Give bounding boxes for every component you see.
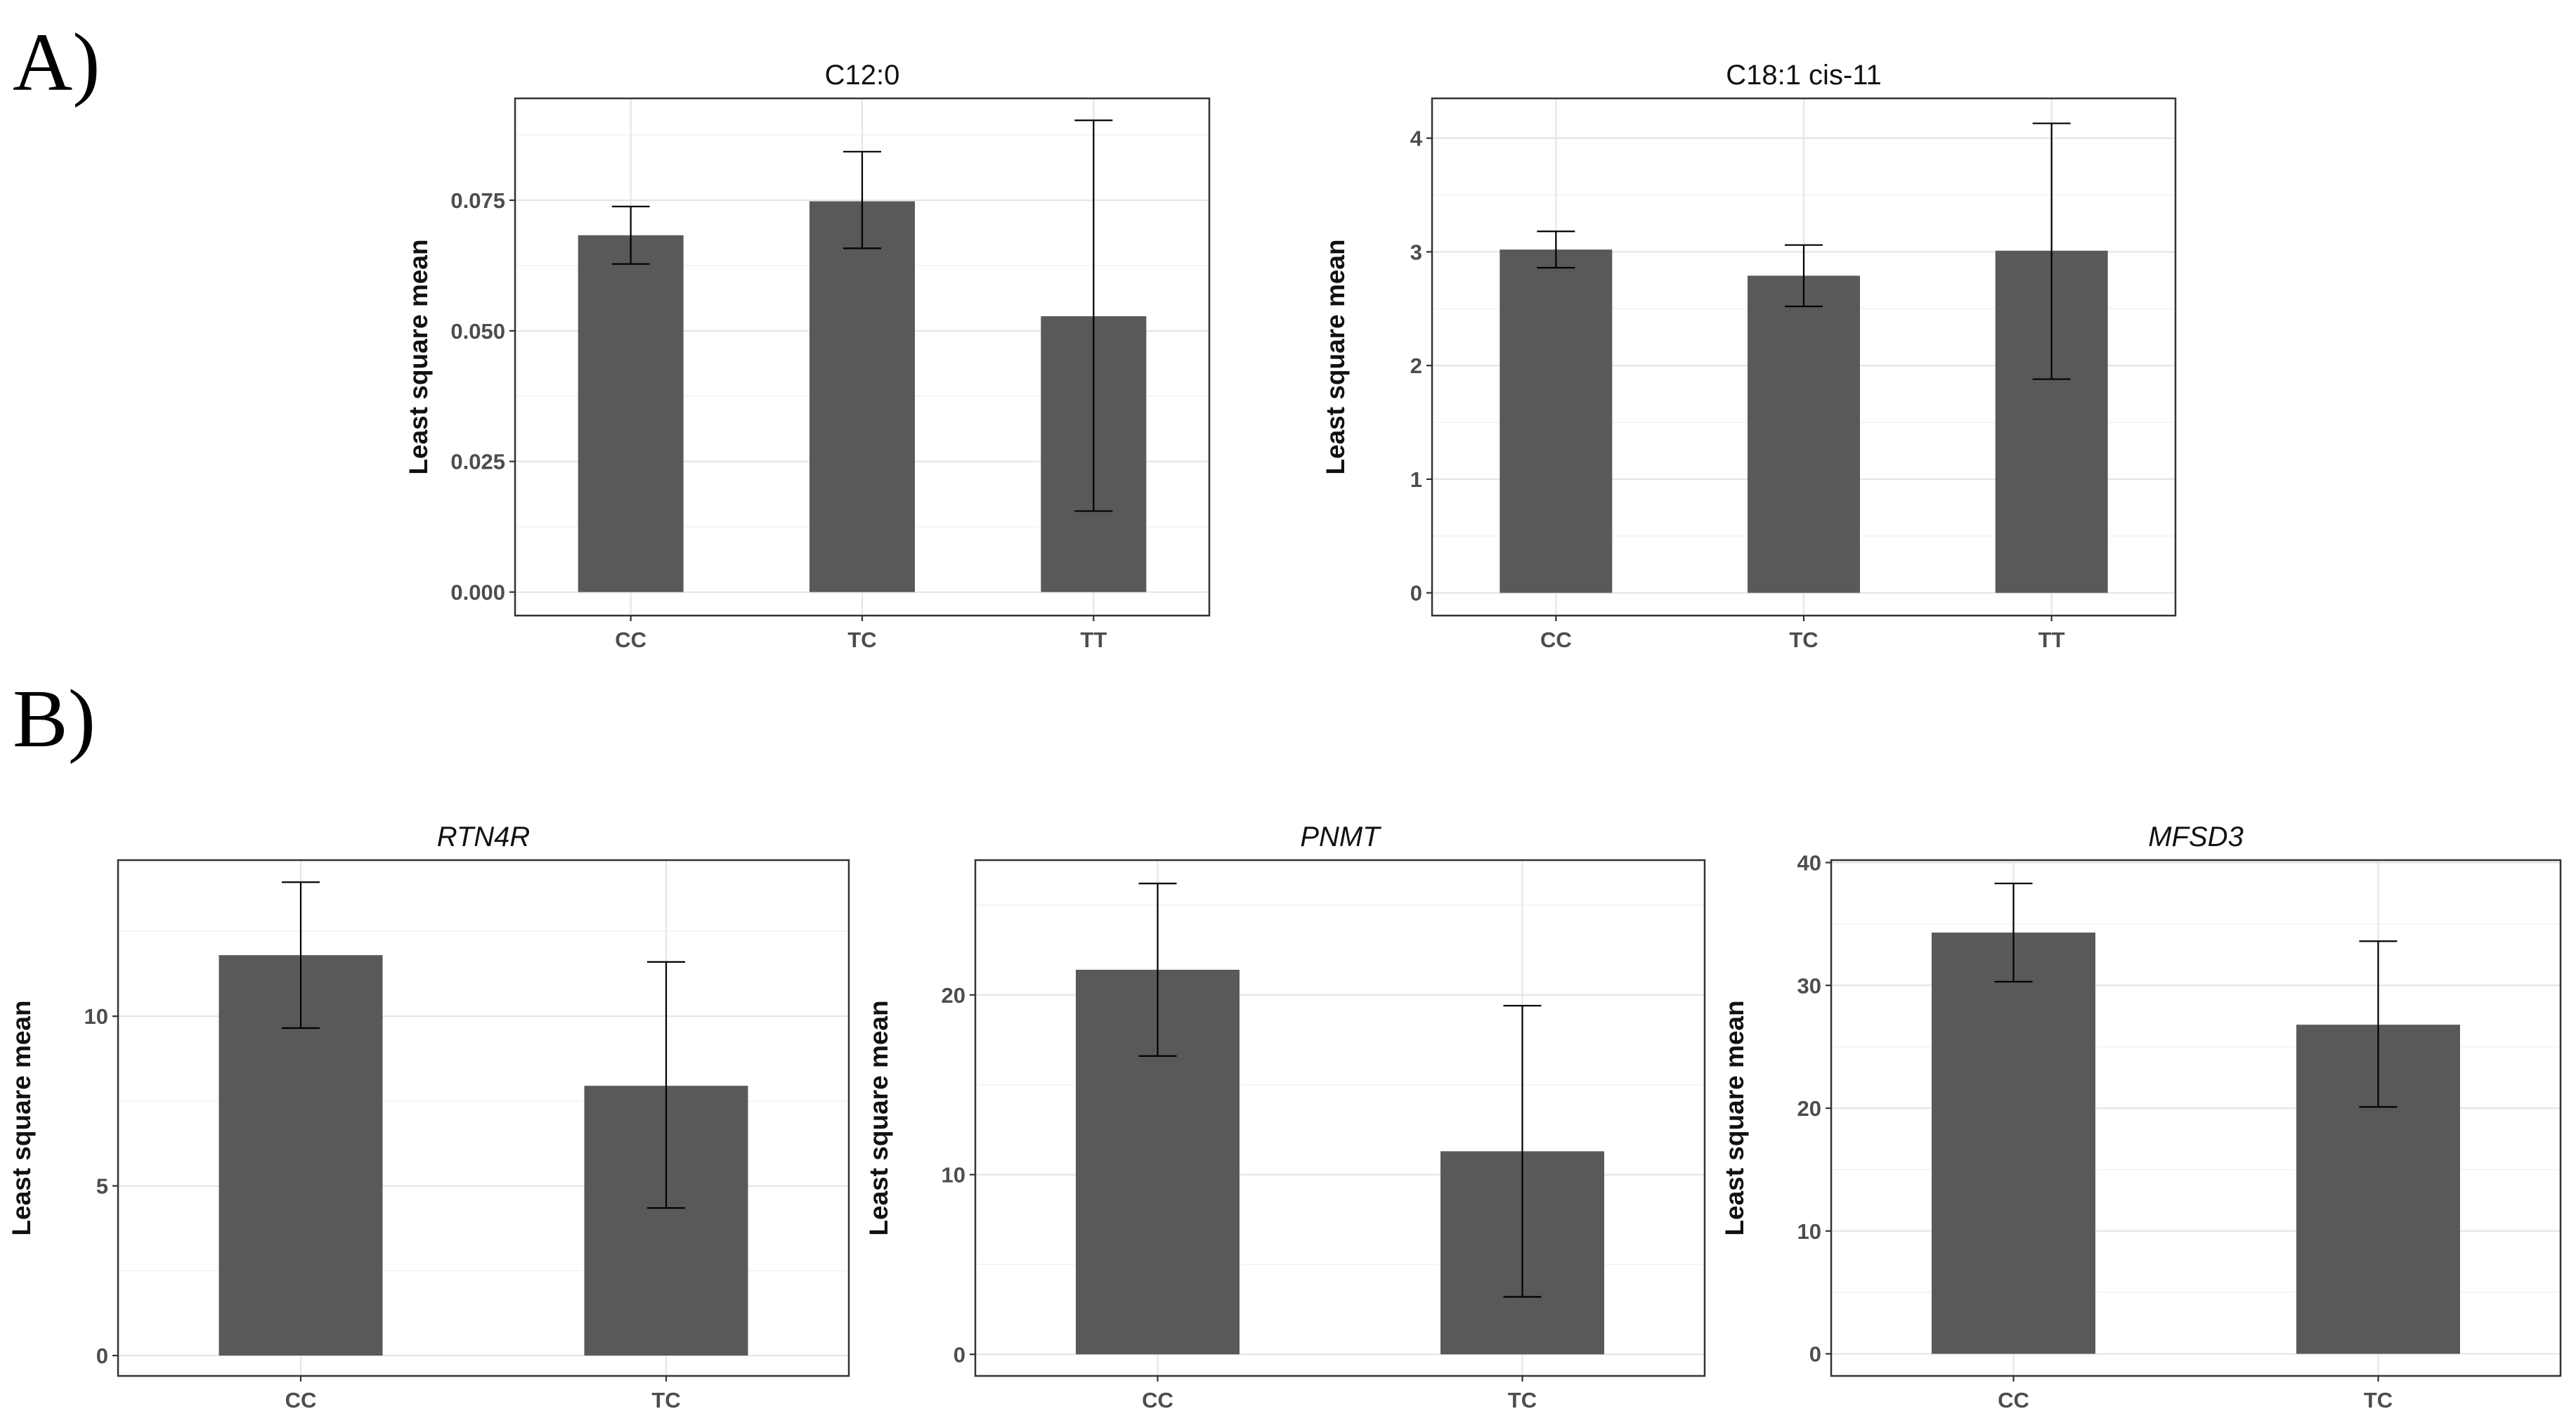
y-tick-label: 10 [942, 1163, 965, 1188]
panel-label-a: A) [13, 16, 100, 108]
x-tick-label: CC [1998, 1388, 2029, 1412]
x-tick-label: CC [1540, 628, 1572, 652]
chart-3: 0 5 10 CC TC RTN4R Least square mean [7, 821, 850, 1412]
plot-frame [974, 859, 1706, 1377]
chart-1: 0.000 0.025 0.050 0.075 CC TC TT C12:0 Least squ… [404, 60, 1211, 652]
error-bar-tc [2359, 940, 2398, 1108]
bar-cc [1932, 933, 2095, 1354]
x-tick-label: TC [847, 628, 876, 652]
error-bar-tt [2032, 122, 2071, 380]
error-bar-tc [1503, 1005, 1542, 1298]
bar-tc [1748, 275, 1860, 593]
y-axis-label: Least square mean [404, 239, 433, 474]
bar-cc [1500, 249, 1613, 593]
y-tick-label: 10 [84, 1004, 108, 1029]
y-tick-label: 0.000 [450, 580, 505, 605]
y-tick-label: 0.075 [450, 188, 505, 213]
x-tick-label: CC [1142, 1388, 1173, 1412]
y-tick-label: 4 [1410, 126, 1423, 151]
bar-tc [809, 201, 915, 592]
error-bar-cc [1537, 230, 1575, 269]
chart-title: MFSD3 [2148, 821, 2244, 852]
bar-cc [578, 235, 684, 592]
y-tick-label: 30 [1797, 973, 1821, 998]
y-tick-label: 40 [1797, 850, 1821, 875]
error-bar-tt [1074, 119, 1113, 512]
x-tick-label: TT [1080, 628, 1107, 652]
chart-title: C12:0 [825, 60, 900, 91]
error-bar-tc [843, 150, 881, 249]
y-tick-label: 10 [1797, 1219, 1821, 1244]
y-tick-label: 0.050 [450, 319, 505, 344]
y-tick-label: 0 [1809, 1342, 1821, 1367]
x-tick-label: TC [2364, 1388, 2393, 1412]
x-tick-label: CC [615, 628, 646, 652]
y-tick-label: 20 [942, 983, 965, 1008]
y-tick-label: 0 [96, 1344, 108, 1368]
chart-5: 0 10 20 30 40 CC TC MFSD3 Least square mean [1720, 821, 2562, 1412]
plot-frame [117, 859, 850, 1377]
error-bar-tc [1785, 244, 1823, 308]
y-tick-label: 0 [954, 1342, 965, 1367]
error-bar-cc [282, 881, 320, 1029]
x-tick-label: CC [285, 1388, 317, 1412]
error-bar-tc [647, 961, 685, 1209]
x-tick-label: TC [1508, 1388, 1537, 1412]
y-tick-label: 3 [1410, 240, 1422, 264]
x-tick-label: TC [1789, 628, 1818, 652]
y-tick-label: 0 [1410, 581, 1422, 606]
y-axis-label: Least square mean [7, 1000, 36, 1235]
chart-title: PNMT [1300, 821, 1381, 852]
y-axis-label: Least square mean [864, 1000, 893, 1235]
plot-frame [1830, 859, 2562, 1377]
error-bar-cc [611, 205, 650, 265]
y-tick-label: 0.025 [450, 450, 505, 474]
x-tick-label: TT [2038, 628, 2065, 652]
x-tick-label: TC [651, 1388, 680, 1412]
chart-4: 0 10 20 CC TC PNMT Least square mean [864, 821, 1706, 1412]
y-axis-label: Least square mean [1321, 239, 1350, 474]
charts: 0.000 0.025 0.050 0.075 CC TC TT C12:0 Least squ… [7, 60, 2562, 1412]
panel-label-b: B) [13, 672, 96, 765]
y-tick-label: 2 [1410, 353, 1422, 378]
y-tick-label: 20 [1797, 1096, 1821, 1121]
error-bar-cc [1994, 883, 2033, 983]
chart-title: RTN4R [437, 821, 531, 852]
error-bar-cc [1138, 883, 1177, 1057]
chart-2: 0 1 2 3 4 CC TC TT C18:1 cis-11 Least square mean [1321, 60, 2177, 652]
y-axis-label: Least square mean [1720, 1000, 1749, 1235]
chart-title: C18:1 cis-11 [1726, 60, 1882, 91]
y-tick-label: 1 [1410, 467, 1422, 492]
y-tick-label: 5 [96, 1174, 108, 1199]
